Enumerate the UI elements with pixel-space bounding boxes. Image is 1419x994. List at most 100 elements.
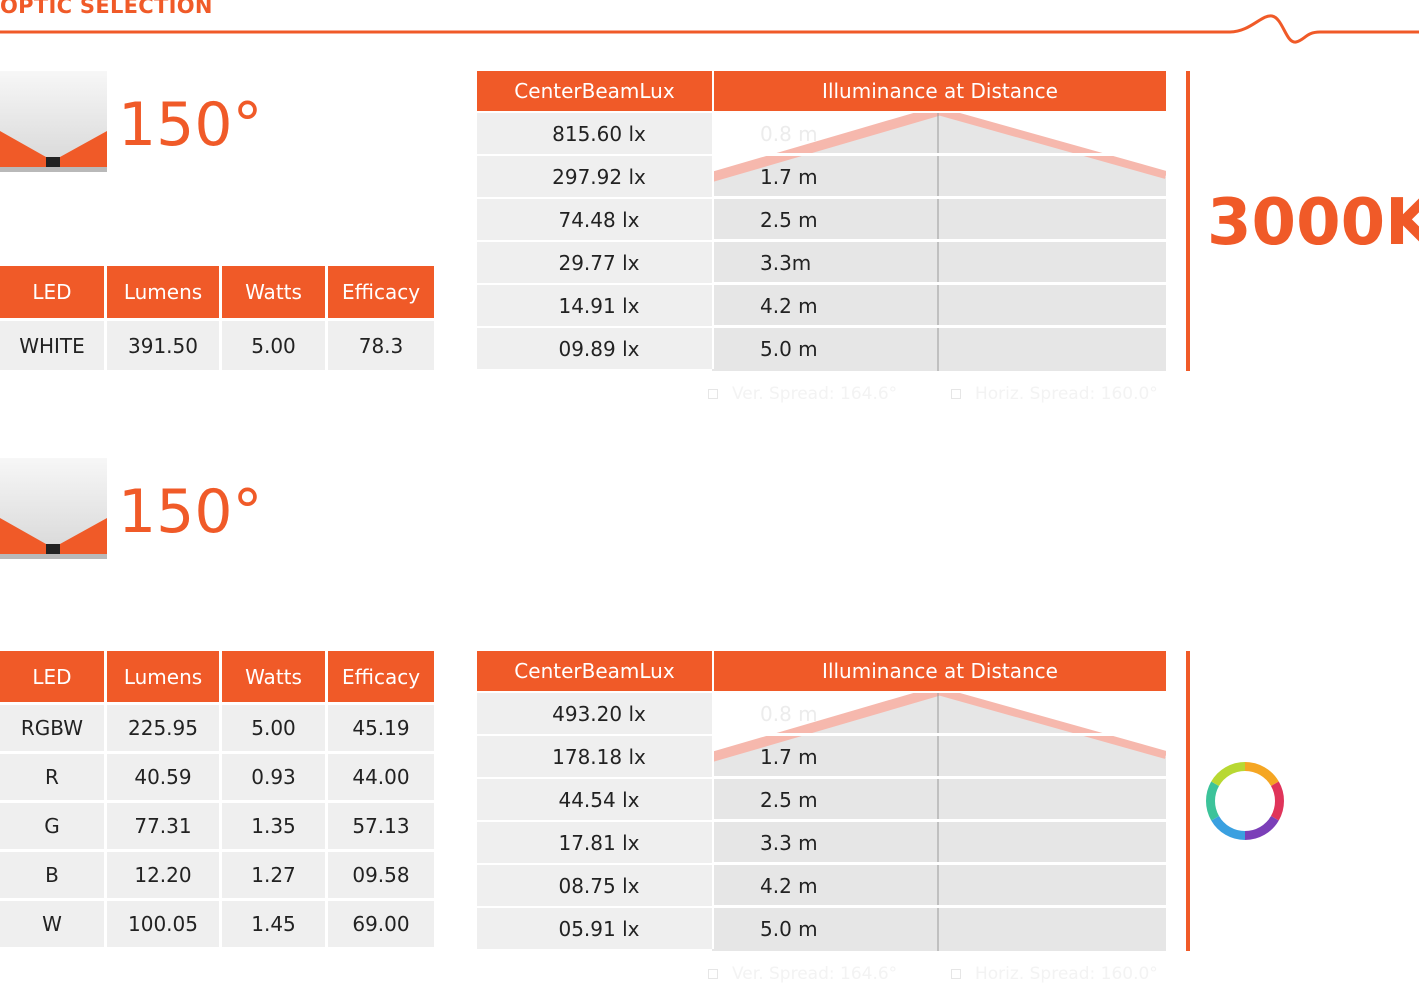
cell-lumens: 225.95 — [107, 702, 222, 751]
table-row: 05.91 lx 5.0 m — [477, 906, 1166, 949]
cell-lux: 493.20 lx — [477, 691, 714, 734]
table-row: R 40.59 0.93 44.00 — [0, 751, 434, 800]
cell-lux: 74.48 lx — [477, 197, 714, 240]
cell-lux: 297.92 lx — [477, 154, 714, 197]
col-header-centerbeamlux: CenterBeamLux — [477, 71, 714, 111]
cell-efficacy: 78.3 — [328, 318, 434, 370]
led-spec-table: LED Lumens Watts Efficacy WHITE 391.50 5… — [0, 266, 434, 370]
legend-swatch-icon — [951, 969, 961, 979]
col-header-led: LED — [0, 651, 107, 702]
cell-led: WHITE — [0, 318, 107, 370]
cell-watts: 5.00 — [222, 318, 328, 370]
lux-table: CenterBeamLux Illuminance at Distance 81… — [477, 71, 1166, 369]
table-row: 493.20 lx 0.8 m — [477, 691, 1166, 734]
cell-efficacy: 45.19 — [328, 702, 434, 751]
cell-distance: 1.7 m — [714, 734, 1166, 777]
cell-watts: 0.93 — [222, 751, 328, 800]
cell-lumens: 391.50 — [107, 318, 222, 370]
horiz-spread-label: Horiz. Spread: 160.0° — [951, 384, 1158, 404]
horiz-spread-text: Horiz. Spread: 160.0° — [975, 964, 1158, 984]
cell-watts: 1.27 — [222, 849, 328, 898]
table-row: 29.77 lx 3.3m — [477, 240, 1166, 283]
vertical-divider — [1186, 651, 1190, 951]
cell-efficacy: 09.58 — [328, 849, 434, 898]
table-row: W 100.05 1.45 69.00 — [0, 898, 434, 947]
lux-table-wrap: CenterBeamLux Illuminance at Distance 49… — [477, 651, 1166, 951]
ver-spread-text: Ver. Spread: 164.6° — [732, 384, 898, 404]
table-row: 74.48 lx 2.5 m — [477, 197, 1166, 240]
beam-angle-value: 150° — [118, 90, 263, 160]
cell-distance: 3.3 m — [714, 820, 1166, 863]
ver-spread-text: Ver. Spread: 164.6° — [732, 964, 898, 984]
cell-led: RGBW — [0, 702, 107, 751]
beam-angle-value: 150° — [118, 477, 263, 547]
cell-lumens: 100.05 — [107, 898, 222, 947]
col-header-efficacy: Efficacy — [328, 266, 434, 318]
col-header-illuminance: Illuminance at Distance — [714, 651, 1166, 691]
table-row: 178.18 lx 1.7 m — [477, 734, 1166, 777]
ver-spread-label: Ver. Spread: 164.6° — [708, 964, 897, 984]
col-header-illuminance: Illuminance at Distance — [714, 71, 1166, 111]
table-row: RGBW 225.95 5.00 45.19 — [0, 702, 434, 751]
col-header-watts: Watts — [222, 651, 328, 702]
vertical-divider — [1186, 71, 1190, 371]
cell-lux: 178.18 lx — [477, 734, 714, 777]
cell-lux: 08.75 lx — [477, 863, 714, 906]
col-header-efficacy: Efficacy — [328, 651, 434, 702]
legend-swatch-icon — [708, 389, 718, 399]
col-header-centerbeamlux: CenterBeamLux — [477, 651, 714, 691]
col-header-watts: Watts — [222, 266, 328, 318]
table-row: B 12.20 1.27 09.58 — [0, 849, 434, 898]
ver-spread-label: Ver. Spread: 164.6° — [708, 384, 897, 404]
page-title: OPTIC SELECTION — [0, 0, 213, 18]
beam-angle-icon — [0, 71, 107, 172]
header-wave-divider — [0, 14, 1419, 44]
cell-lux: 09.89 lx — [477, 326, 714, 369]
col-header-lumens: Lumens — [107, 266, 222, 318]
cell-distance: 5.0 m — [714, 326, 1166, 369]
cell-distance: 0.8 m — [714, 111, 1166, 154]
cell-lux: 815.60 lx — [477, 111, 714, 154]
cell-distance: 4.2 m — [714, 863, 1166, 906]
cell-distance: 3.3m — [714, 240, 1166, 283]
cell-lux: 14.91 lx — [477, 283, 714, 326]
beam-spread-diagram — [712, 691, 1166, 951]
table-row: WHITE 391.50 5.00 78.3 — [0, 318, 434, 370]
beam-angle-icon — [0, 458, 107, 559]
cell-lux: 05.91 lx — [477, 906, 714, 949]
lux-table-wrap: CenterBeamLux Illuminance at Distance 81… — [477, 71, 1166, 371]
cell-distance: 0.8 m — [714, 691, 1166, 734]
cell-distance: 5.0 m — [714, 906, 1166, 949]
cell-distance: 2.5 m — [714, 777, 1166, 820]
cell-lux: 44.54 lx — [477, 777, 714, 820]
col-header-lumens: Lumens — [107, 651, 222, 702]
table-row: 14.91 lx 4.2 m — [477, 283, 1166, 326]
cell-lux: 17.81 lx — [477, 820, 714, 863]
cell-efficacy: 69.00 — [328, 898, 434, 947]
table-row: 815.60 lx 0.8 m — [477, 111, 1166, 154]
cell-lumens: 12.20 — [107, 849, 222, 898]
cell-efficacy: 57.13 — [328, 800, 434, 849]
cell-lumens: 77.31 — [107, 800, 222, 849]
cell-distance: 4.2 m — [714, 283, 1166, 326]
horiz-spread-label: Horiz. Spread: 160.0° — [951, 964, 1158, 984]
cct-value: 3000K — [1207, 186, 1419, 260]
col-header-led: LED — [0, 266, 107, 318]
table-row: 17.81 lx 3.3 m — [477, 820, 1166, 863]
led-spec-table: LED Lumens Watts Efficacy RGBW 225.95 5.… — [0, 651, 434, 947]
cell-led: B — [0, 849, 107, 898]
rgb-color-wheel-icon — [1206, 762, 1284, 840]
cell-watts: 1.35 — [222, 800, 328, 849]
cell-lumens: 40.59 — [107, 751, 222, 800]
table-row: 08.75 lx 4.2 m — [477, 863, 1166, 906]
legend-swatch-icon — [708, 969, 718, 979]
cell-efficacy: 44.00 — [328, 751, 434, 800]
cell-watts: 5.00 — [222, 702, 328, 751]
lux-table: CenterBeamLux Illuminance at Distance 49… — [477, 651, 1166, 949]
legend-swatch-icon — [951, 389, 961, 399]
table-row: 09.89 lx 5.0 m — [477, 326, 1166, 369]
horiz-spread-text: Horiz. Spread: 160.0° — [975, 384, 1158, 404]
cell-distance: 1.7 m — [714, 154, 1166, 197]
table-row: 44.54 lx 2.5 m — [477, 777, 1166, 820]
cell-led: W — [0, 898, 107, 947]
